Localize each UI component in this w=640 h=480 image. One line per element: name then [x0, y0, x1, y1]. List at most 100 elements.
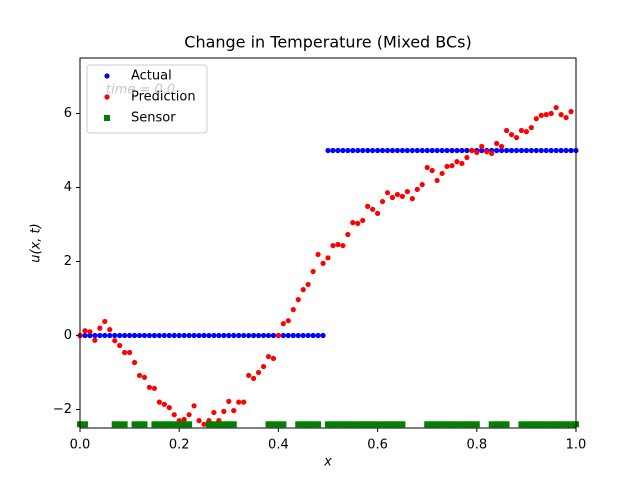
point: [241, 399, 247, 405]
point: [464, 147, 470, 154]
point: [454, 147, 460, 154]
legend: Actual Prediction Sensor: [86, 64, 208, 134]
sensor-marker: [394, 421, 401, 428]
point: [513, 134, 520, 141]
point: [171, 332, 177, 339]
point: [439, 147, 445, 154]
point: [384, 147, 391, 154]
sensor-marker: [300, 421, 307, 428]
point: [191, 403, 197, 409]
point: [459, 147, 465, 154]
point: [340, 242, 346, 249]
point: [156, 399, 162, 405]
point: [151, 385, 157, 392]
point: [345, 147, 351, 154]
point: [141, 332, 148, 339]
sensor-marker: [359, 421, 366, 428]
point: [87, 332, 93, 339]
point: [479, 147, 485, 154]
point: [429, 167, 435, 174]
x-tick-label: 0.2: [169, 438, 190, 453]
point: [494, 147, 500, 154]
legend-box: [86, 64, 208, 134]
legend-marker: [104, 115, 110, 121]
point: [424, 164, 430, 171]
point: [538, 112, 544, 118]
sensor-marker: [225, 421, 232, 428]
point: [320, 260, 326, 266]
point: [469, 147, 475, 154]
point: [82, 328, 88, 334]
y-tick-label: 4: [64, 180, 72, 195]
point: [107, 332, 113, 339]
point: [166, 332, 172, 339]
point: [117, 342, 123, 349]
point: [424, 147, 430, 154]
sensor-marker: [280, 421, 287, 428]
sensor-marker: [81, 421, 88, 428]
point: [503, 147, 510, 154]
sensor-marker: [473, 421, 480, 428]
point: [335, 147, 341, 154]
sensor-marker: [205, 421, 212, 428]
point: [459, 160, 465, 167]
sensor-marker: [364, 421, 371, 428]
point: [181, 332, 187, 339]
point: [251, 332, 257, 339]
sensor-marker: [344, 421, 351, 428]
point: [107, 326, 113, 333]
point: [365, 147, 371, 154]
sensor-marker: [563, 421, 570, 428]
point: [533, 116, 539, 122]
sensor-marker: [305, 421, 312, 428]
point: [563, 147, 569, 154]
point: [92, 332, 98, 339]
point: [350, 147, 356, 154]
point: [265, 332, 272, 339]
sensor-marker: [439, 421, 446, 428]
sensor-marker: [379, 421, 386, 428]
point: [434, 147, 440, 154]
point: [112, 332, 118, 339]
point: [360, 217, 366, 224]
point: [226, 332, 232, 339]
sensor-marker: [171, 421, 178, 428]
point: [375, 210, 381, 216]
point: [260, 363, 267, 370]
point: [389, 194, 396, 201]
point: [201, 332, 207, 339]
sensor-marker: [424, 421, 431, 428]
sensor-marker: [444, 421, 451, 428]
point: [290, 307, 296, 313]
sensor-marker: [429, 421, 436, 428]
point: [330, 242, 336, 249]
point: [384, 190, 391, 196]
point: [523, 147, 530, 154]
point: [196, 332, 202, 339]
point: [389, 147, 396, 154]
sensor-marker: [166, 421, 173, 428]
sensor-marker: [111, 421, 118, 428]
point: [300, 287, 306, 293]
sensor-marker: [131, 421, 138, 428]
point: [221, 408, 227, 414]
point: [136, 332, 143, 339]
point: [305, 281, 311, 288]
point: [414, 147, 420, 154]
point: [538, 147, 544, 154]
point: [131, 332, 138, 339]
point: [568, 147, 574, 154]
point: [558, 112, 564, 118]
sensor-marker: [449, 421, 455, 428]
point: [355, 220, 361, 226]
sensor-marker: [136, 421, 143, 428]
point: [484, 149, 490, 155]
point: [533, 147, 539, 154]
sensor-marker: [503, 421, 510, 428]
y-tick-label: 0: [64, 328, 72, 343]
point: [404, 147, 410, 154]
sensor-marker: [220, 421, 227, 428]
point: [444, 163, 450, 170]
point: [290, 332, 296, 339]
sensor-marker: [543, 421, 550, 428]
